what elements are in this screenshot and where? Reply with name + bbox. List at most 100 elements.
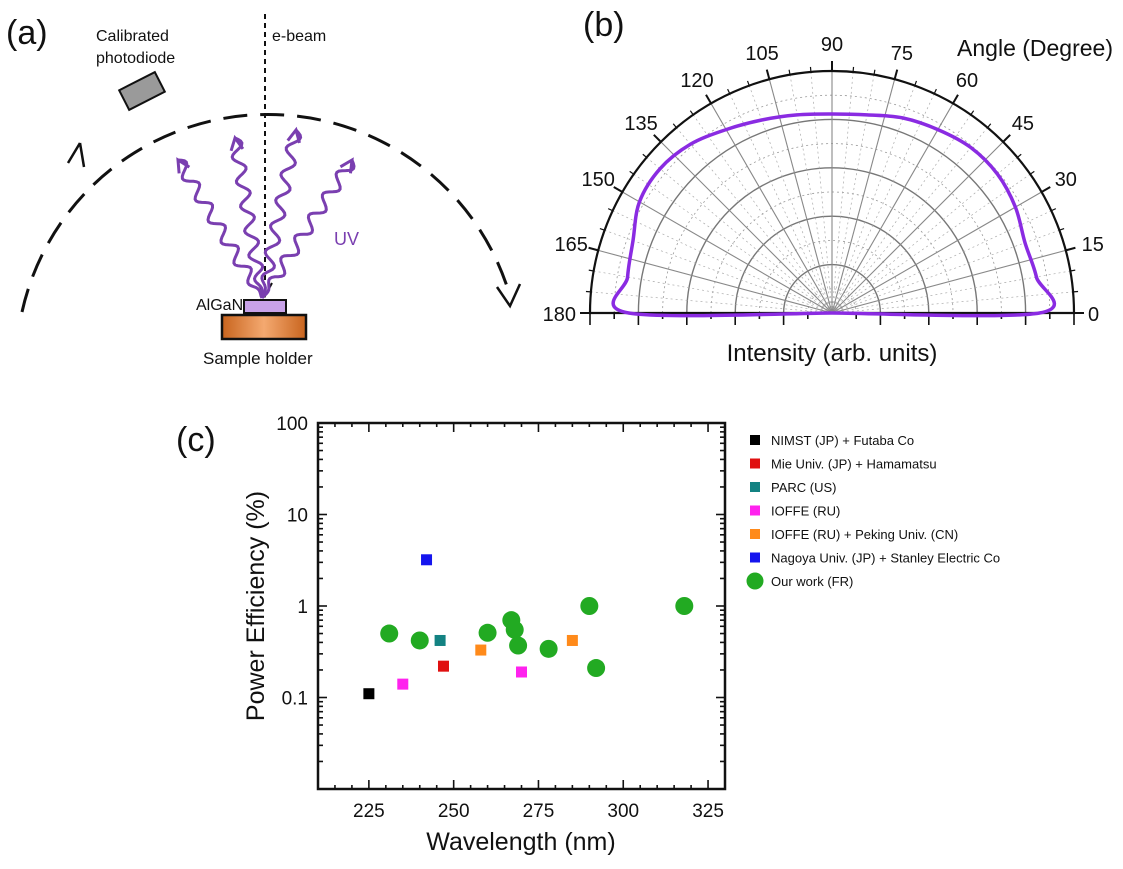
angle-minor-tick [1059, 227, 1065, 231]
angle-minor-tick [727, 88, 731, 94]
legend-marker [750, 482, 760, 492]
uv-label: UV [334, 229, 359, 249]
data-point-circle [509, 636, 528, 655]
uv-arrowhead-icon [176, 157, 191, 174]
angle-minor-tick [1029, 170, 1035, 175]
angle-tick-label: 165 [555, 234, 588, 256]
angle-minor-tick [599, 227, 605, 231]
angle-minor-tick [689, 110, 694, 116]
polar-spoke [676, 127, 833, 314]
data-point-square [437, 660, 449, 672]
angle-tick-label: 135 [624, 113, 657, 135]
legend-entry-label: PARC (US) [771, 480, 836, 495]
data-point-circle [587, 659, 606, 678]
polar-spoke [593, 270, 833, 314]
sample-holder-label: Sample holder [203, 349, 313, 368]
uv-wave-line [260, 159, 356, 299]
angle-minor-tick [970, 110, 975, 116]
angle-minor-tick [987, 123, 992, 129]
angle-tick-label: 150 [581, 169, 614, 191]
scatter-legend: NIMST (JP) + Futaba Co Mie Univ. (JP) + H… [746, 433, 1000, 590]
polar-spoke [831, 270, 1071, 314]
angle-minor-tick [642, 153, 648, 158]
uv-wave-line [260, 129, 303, 299]
angle-minor-tick [1051, 208, 1057, 212]
legend-marker [750, 505, 760, 516]
polar-spoke [831, 210, 1052, 314]
angle-tick [1041, 186, 1051, 193]
panel-a-label: (a) [6, 14, 48, 52]
angle-minor-tick [788, 69, 791, 75]
arc-arrow-left-icon [66, 142, 86, 168]
scatter-axis-ticks: 225 250 275 300 325 0.1 1 10 100 [276, 414, 726, 822]
polar-spoke [831, 114, 972, 314]
legend-marker [750, 458, 760, 469]
panel-a-schematic: (a) Calibrated photodiode e-beam UV AlGa… [6, 14, 522, 368]
angle-minor-tick [873, 69, 876, 75]
angle-tick-label: 30 [1055, 169, 1077, 191]
photodiode-label-line1: Calibrated [96, 28, 169, 45]
angle-tick [613, 186, 623, 193]
polar-angle-ticks: 0 15 30 45 60 75 90 105 120 135 150 165 180 [543, 34, 1104, 326]
data-point-circle [539, 639, 558, 658]
x-axis-label: Wavelength (nm) [426, 828, 615, 856]
polar-spoke [710, 103, 833, 314]
polar-spoke [729, 93, 833, 314]
angle-minor-tick [746, 80, 750, 86]
arc-arrow-right-icon [495, 283, 522, 309]
legend-marker [750, 529, 760, 539]
polar-spoke [612, 210, 833, 314]
intensity-axis-label: Intensity (arb. units) [727, 340, 938, 367]
photodiode-label-line2: photodiode [96, 50, 175, 67]
polar-outer-boundary [588, 69, 1076, 315]
data-point-circle [478, 623, 497, 642]
polar-spoke [831, 291, 1074, 314]
x-tick-label: 225 [353, 801, 385, 822]
polar-spoke [831, 249, 1066, 314]
data-point-circle [410, 631, 429, 650]
angle-minor-tick [914, 80, 918, 86]
polar-spoke [660, 141, 833, 314]
panel-c-label: (c) [176, 421, 216, 459]
data-point-square [434, 634, 446, 646]
panel-b-polar-plot: (b) 0 15 30 45 60 75 90 105 120 135 150 165 180 Angl… [543, 6, 1113, 367]
y-axis-label: Power Efficiency (%) [242, 491, 270, 721]
angle-tick-label: 15 [1082, 234, 1104, 256]
uv-arrowhead-icon [229, 134, 245, 152]
polar-spoke [622, 191, 833, 314]
polar-spoke [831, 103, 954, 314]
polar-spoke [633, 173, 833, 314]
polar-intensity-curve [611, 112, 1057, 318]
data-point-circle [675, 597, 694, 615]
data-point-circle [505, 620, 524, 639]
angle-minor-tick [588, 269, 594, 272]
legend-marker [746, 572, 764, 590]
angle-tick-label: 90 [821, 34, 843, 56]
uv-arrowhead-icon [339, 157, 354, 174]
data-point-square [397, 678, 409, 690]
angle-minor-tick [629, 170, 635, 175]
data-point-square [363, 688, 375, 700]
angle-tick-label: 120 [680, 70, 713, 92]
polar-spoke [831, 93, 935, 314]
data-point-circle [580, 597, 599, 615]
legend-entry-label: NIMST (JP) + Futaba Co [771, 433, 914, 448]
y-tick-label: 10 [287, 506, 308, 527]
angle-tick-label: 45 [1012, 113, 1034, 135]
x-tick-label: 275 [523, 801, 555, 822]
x-tick-label: 325 [692, 801, 724, 822]
angle-tick [588, 246, 599, 252]
polar-spoke [590, 291, 833, 314]
angle-minor-tick [607, 208, 613, 212]
y-tick-label: 100 [276, 414, 308, 435]
y-tick-label: 0.1 [282, 689, 308, 710]
angle-tick [705, 94, 712, 104]
photodiode-block [117, 70, 167, 112]
angle-minor-tick [1070, 269, 1076, 272]
ebeam-label: e-beam [272, 28, 326, 45]
data-point-square [475, 644, 487, 656]
angle-minor-tick [1016, 153, 1022, 158]
polar-spoke [831, 71, 854, 314]
data-point-square [421, 554, 433, 566]
legend-entry-label: Mie Univ. (JP) + Hamamatsu [771, 457, 937, 472]
